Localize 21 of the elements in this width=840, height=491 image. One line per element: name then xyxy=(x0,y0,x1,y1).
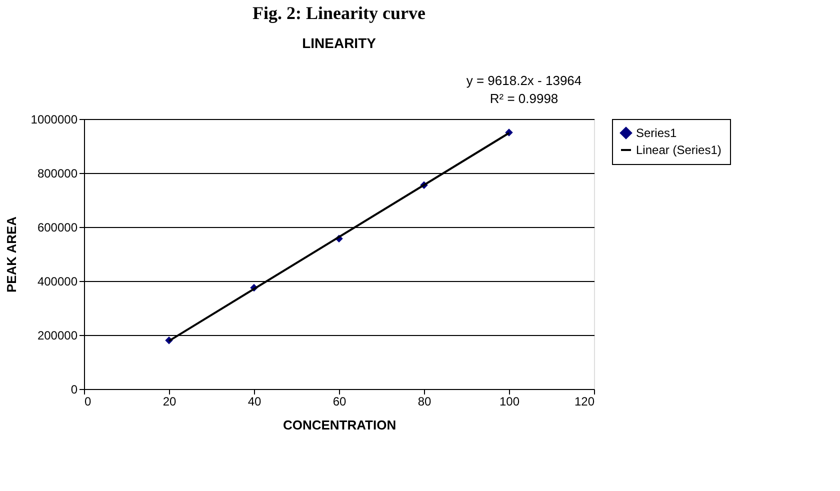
chart-title: Fig. 2: Linearity curve xyxy=(252,3,426,23)
legend-label: Series1 xyxy=(636,126,678,140)
text: R² = 0.9998 xyxy=(490,91,558,106)
x-tick-label: 100 xyxy=(499,394,520,408)
y-tick-label: 200000 xyxy=(37,328,78,342)
x-tick-label: 60 xyxy=(332,394,346,408)
x-tick-label: 120 xyxy=(574,394,595,408)
chart-subtitle: LINEARITY xyxy=(302,35,377,51)
y-tick-label: 800000 xyxy=(37,166,78,180)
y-tick-label: 400000 xyxy=(37,274,78,288)
x-tick-label: 80 xyxy=(418,394,432,408)
y-axis-title: PEAK AREA xyxy=(4,216,19,293)
y-tick-label: 600000 xyxy=(37,220,78,234)
x-tick-label: 0 xyxy=(84,394,92,408)
y-tick-label: 1000000 xyxy=(30,112,78,126)
y-tick-label: 0 xyxy=(70,382,78,396)
x-tick-label: 40 xyxy=(248,394,262,408)
legend-label: Linear (Series1) xyxy=(636,143,722,157)
text: y = 9618.2x - 13964 xyxy=(466,73,582,88)
x-tick-label: 20 xyxy=(162,394,176,408)
x-axis-title: CONCENTRATION xyxy=(282,418,396,432)
